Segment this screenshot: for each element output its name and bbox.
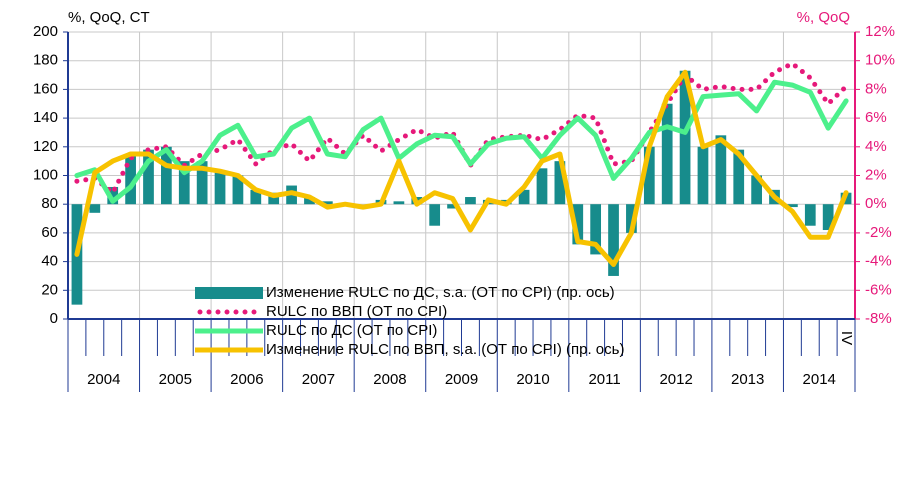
bar (321, 201, 333, 205)
y2-tick-label: 0% (865, 195, 887, 212)
bar (304, 197, 315, 205)
legend-label: Изменение RULC по ВВП, s.a. (ОТ по CPI) … (266, 341, 624, 358)
y2-tick-label: -6% (865, 281, 892, 298)
bar (465, 197, 476, 205)
y-tick-label: 40 (41, 253, 58, 270)
y2-tick-label: 4% (865, 138, 887, 155)
bar (89, 204, 101, 213)
bar (232, 175, 244, 205)
y2-tick-label: -4% (865, 253, 892, 270)
bar (804, 204, 816, 226)
bar (447, 204, 458, 209)
legend-label: RULC по ВВП (ОТ по CPI) (266, 303, 447, 320)
y-axis-label: %, QoQ, CT (68, 9, 150, 26)
y2-tick-label: 2% (865, 166, 887, 183)
y2-axis-label: %, QoQ (797, 9, 850, 26)
year-label: 2012 (659, 371, 692, 388)
bar (393, 201, 405, 205)
bar (679, 70, 691, 205)
y2-tick-label: -2% (865, 224, 892, 241)
line (74, 79, 849, 204)
bar (107, 186, 119, 205)
year-label: 2010 (516, 371, 549, 388)
year-label: 2008 (373, 371, 406, 388)
y-tick-label: 200 (33, 23, 58, 40)
bar (572, 204, 584, 245)
bar (161, 146, 172, 205)
bar (715, 135, 727, 205)
y-tick-label: 80 (41, 195, 58, 212)
year-label: 2005 (159, 371, 192, 388)
y2-tick-label: 6% (865, 109, 887, 126)
legend-swatch (195, 287, 263, 299)
dotted-line (74, 61, 849, 196)
bar (250, 189, 262, 205)
legend-label: RULC по ДС (ОТ по CPI) (266, 322, 437, 339)
y-tick-label: 140 (33, 109, 58, 126)
bar (733, 149, 745, 205)
bar (608, 204, 619, 276)
bar (429, 204, 441, 226)
bar (751, 175, 762, 205)
bar (518, 189, 530, 205)
y-tick-label: 100 (33, 166, 58, 183)
y-tick-label: 60 (41, 224, 58, 241)
bar (697, 146, 709, 205)
year-label: 2007 (302, 371, 335, 388)
bar (590, 204, 602, 255)
year-label: 2013 (731, 371, 764, 388)
bar (643, 146, 655, 205)
year-label: 2009 (445, 371, 478, 388)
y-tick-label: 120 (33, 138, 58, 155)
bar (626, 204, 637, 233)
bar (268, 192, 280, 205)
y2-tick-label: 10% (865, 52, 895, 69)
year-label: 2011 (588, 371, 620, 388)
bar (554, 161, 566, 205)
year-label: 2014 (803, 371, 836, 388)
bar (661, 103, 673, 205)
y2-tick-label: 8% (865, 80, 887, 97)
year-label: 2006 (230, 371, 263, 388)
legend-label: Изменение RULC по ДС, s.a. (ОТ по CPI) (… (266, 284, 615, 301)
y-tick-label: 0 (50, 310, 58, 327)
y2-tick-label: -8% (865, 310, 892, 327)
bar (787, 204, 798, 208)
bar (214, 172, 226, 205)
x-tick-label: IV (838, 331, 855, 345)
year-label: 2004 (87, 371, 120, 388)
y2-tick-label: 12% (865, 23, 895, 40)
y-tick-label: 180 (33, 52, 58, 69)
bar (143, 149, 154, 205)
bar (536, 168, 548, 205)
bar (125, 153, 136, 205)
bar (178, 161, 190, 205)
y-tick-label: 20 (41, 281, 58, 298)
y-tick-label: 160 (33, 80, 58, 97)
bar (822, 204, 834, 231)
line (74, 69, 849, 267)
bar (196, 161, 208, 205)
